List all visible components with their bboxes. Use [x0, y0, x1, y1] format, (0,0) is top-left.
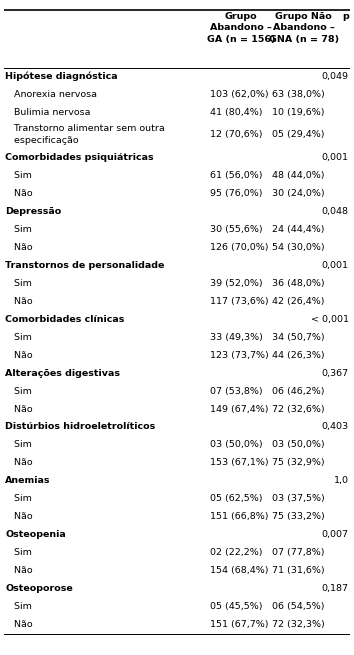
Text: Comorbidades psiquiátricas: Comorbidades psiquiátricas	[5, 153, 154, 162]
Text: 12 (70,6%): 12 (70,6%)	[210, 130, 262, 140]
Text: Não: Não	[5, 243, 33, 252]
Text: Sim: Sim	[5, 440, 32, 449]
Text: 149 (67,4%): 149 (67,4%)	[210, 405, 268, 413]
Text: Grupo Não
Abandono –
GNA (n = 78): Grupo Não Abandono – GNA (n = 78)	[269, 12, 339, 43]
Text: 05 (62,5%): 05 (62,5%)	[210, 495, 262, 504]
Text: 02 (22,2%): 02 (22,2%)	[210, 548, 262, 557]
Text: Sim: Sim	[5, 548, 32, 557]
Text: 30 (55,6%): 30 (55,6%)	[210, 225, 263, 234]
Text: 72 (32,6%): 72 (32,6%)	[273, 405, 325, 413]
Text: 0,187: 0,187	[322, 584, 349, 593]
Text: 06 (46,2%): 06 (46,2%)	[273, 386, 325, 396]
Text: Não: Não	[5, 458, 33, 468]
Text: Não: Não	[5, 567, 33, 575]
Text: Grupo
Abandono –
GA (n = 156): Grupo Abandono – GA (n = 156)	[207, 12, 275, 43]
Text: 0,001: 0,001	[322, 153, 349, 162]
Text: Transtornos de personalidade: Transtornos de personalidade	[5, 261, 165, 270]
Text: 0,367: 0,367	[321, 369, 349, 377]
Text: 151 (66,8%): 151 (66,8%)	[210, 512, 268, 521]
Text: 75 (32,9%): 75 (32,9%)	[273, 458, 325, 468]
Text: 0,007: 0,007	[322, 531, 349, 539]
Text: 153 (67,1%): 153 (67,1%)	[210, 458, 269, 468]
Text: 24 (44,4%): 24 (44,4%)	[273, 225, 325, 234]
Text: < 0,001: < 0,001	[311, 314, 349, 324]
Text: 33 (49,3%): 33 (49,3%)	[210, 333, 263, 342]
Text: Não: Não	[5, 405, 33, 413]
Text: 44 (26,3%): 44 (26,3%)	[273, 350, 325, 360]
Text: 03 (50,0%): 03 (50,0%)	[210, 440, 263, 449]
Text: Comorbidades clínicas: Comorbidades clínicas	[5, 314, 125, 324]
Text: Osteopenia: Osteopenia	[5, 531, 66, 539]
Text: Anemias: Anemias	[5, 476, 51, 485]
Text: 07 (53,8%): 07 (53,8%)	[210, 386, 263, 396]
Text: 03 (37,5%): 03 (37,5%)	[273, 495, 325, 504]
Text: 0,001: 0,001	[322, 261, 349, 270]
Text: 72 (32,3%): 72 (32,3%)	[273, 620, 325, 629]
Text: Alterações digestivas: Alterações digestivas	[5, 369, 120, 377]
Text: Distúrbios hidroeletrolíticos: Distúrbios hidroeletrolíticos	[5, 422, 155, 432]
Text: Sim: Sim	[5, 333, 32, 342]
Text: 36 (48,0%): 36 (48,0%)	[273, 279, 325, 288]
Text: 42 (26,4%): 42 (26,4%)	[273, 297, 325, 306]
Text: Sim: Sim	[5, 225, 32, 234]
Text: Sim: Sim	[5, 602, 32, 611]
Text: p: p	[342, 12, 349, 22]
Text: 34 (50,7%): 34 (50,7%)	[273, 333, 325, 342]
Text: 123 (73,7%): 123 (73,7%)	[210, 350, 269, 360]
Text: 05 (45,5%): 05 (45,5%)	[210, 602, 262, 611]
Text: 63 (38,0%): 63 (38,0%)	[273, 90, 325, 99]
Text: 30 (24,0%): 30 (24,0%)	[273, 189, 325, 198]
Text: especificação: especificação	[5, 136, 79, 145]
Text: Hipótese diagnóstica: Hipótese diagnóstica	[5, 72, 118, 81]
Text: 03 (50,0%): 03 (50,0%)	[273, 440, 325, 449]
Text: Depressão: Depressão	[5, 207, 62, 215]
Text: Não: Não	[5, 620, 33, 629]
Text: 06 (54,5%): 06 (54,5%)	[273, 602, 325, 611]
Text: Anorexia nervosa: Anorexia nervosa	[5, 90, 97, 99]
Text: Osteoporose: Osteoporose	[5, 584, 73, 593]
Text: 126 (70,0%): 126 (70,0%)	[210, 243, 268, 252]
Text: Não: Não	[5, 297, 33, 306]
Text: 151 (67,7%): 151 (67,7%)	[210, 620, 268, 629]
Text: 0,403: 0,403	[321, 422, 349, 432]
Text: 117 (73,6%): 117 (73,6%)	[210, 297, 269, 306]
Text: Sim: Sim	[5, 279, 32, 288]
Text: 0,049: 0,049	[322, 72, 349, 81]
Text: Não: Não	[5, 350, 33, 360]
Text: 48 (44,0%): 48 (44,0%)	[273, 171, 325, 180]
Text: Não: Não	[5, 512, 33, 521]
Text: 41 (80,4%): 41 (80,4%)	[210, 108, 262, 117]
Text: 61 (56,0%): 61 (56,0%)	[210, 171, 262, 180]
Text: Sim: Sim	[5, 171, 32, 180]
Text: 103 (62,0%): 103 (62,0%)	[210, 90, 269, 99]
Text: Sim: Sim	[5, 386, 32, 396]
Text: 75 (33,2%): 75 (33,2%)	[273, 512, 325, 521]
Text: Sim: Sim	[5, 495, 32, 504]
Text: 05 (29,4%): 05 (29,4%)	[273, 130, 325, 140]
Text: Bulimia nervosa: Bulimia nervosa	[5, 108, 91, 117]
Text: Transtorno alimentar sem outra: Transtorno alimentar sem outra	[5, 124, 165, 134]
Text: 95 (76,0%): 95 (76,0%)	[210, 189, 262, 198]
Text: 07 (77,8%): 07 (77,8%)	[273, 548, 325, 557]
Text: 10 (19,6%): 10 (19,6%)	[273, 108, 325, 117]
Text: 154 (68,4%): 154 (68,4%)	[210, 567, 268, 575]
Text: Não: Não	[5, 189, 33, 198]
Text: 71 (31,6%): 71 (31,6%)	[273, 567, 325, 575]
Text: 0,048: 0,048	[322, 207, 349, 215]
Text: 39 (52,0%): 39 (52,0%)	[210, 279, 263, 288]
Text: 54 (30,0%): 54 (30,0%)	[273, 243, 325, 252]
Text: 1,0: 1,0	[334, 476, 349, 485]
